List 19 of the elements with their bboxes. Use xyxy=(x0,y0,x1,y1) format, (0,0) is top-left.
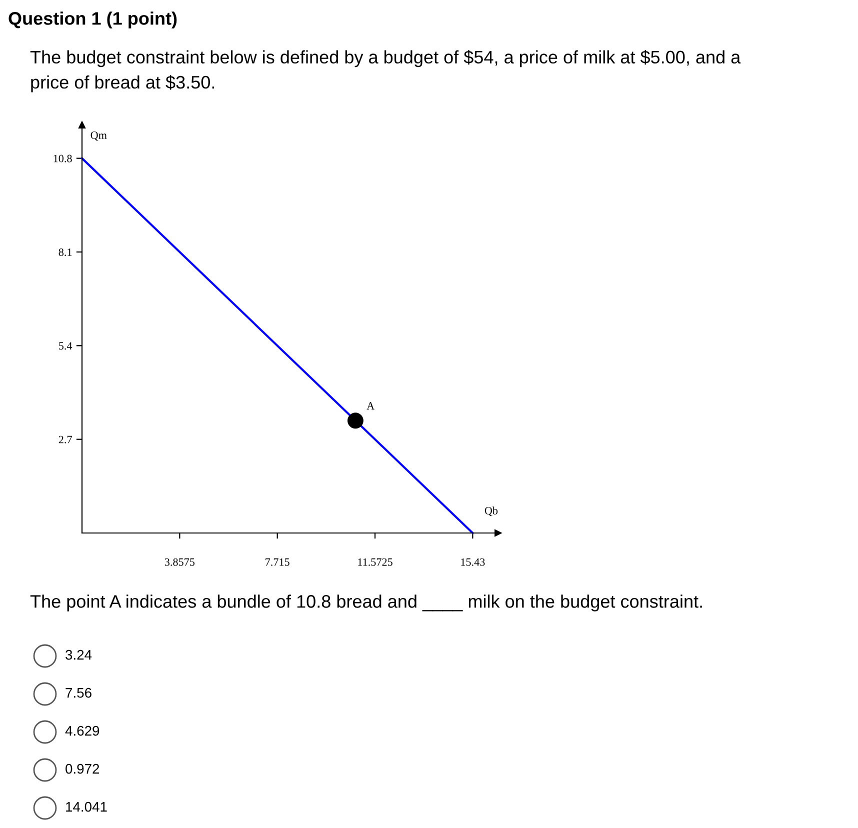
x-axis-title: Qb xyxy=(484,506,498,516)
y-tick-label: 8.1 xyxy=(58,248,72,256)
x-tick-label: 7.715 xyxy=(266,558,290,566)
text: 14.041 xyxy=(66,802,107,812)
text: The point A indicates a bundle of 10.8 bread and ____ milk on the budget constraint. xyxy=(30,594,702,612)
text: 4.629 xyxy=(65,726,100,736)
y-tick-label: 5.4 xyxy=(59,342,72,350)
x-tick-label: 11.5725 xyxy=(358,558,392,566)
y-tick-label: 10.8 xyxy=(54,154,72,162)
x-tick-label: 3.8575 xyxy=(164,558,195,566)
y-tick-label: 2.7 xyxy=(58,436,72,444)
chart-subtitle: The budget constraint below is defined by a budget of $54, a price of milk at $5.00, and a price of bread at $3.50. xyxy=(30,50,741,92)
text: 3.24 xyxy=(66,650,92,660)
y-axis-title: Qm xyxy=(90,131,107,141)
x-tick-label: 15.43 xyxy=(461,558,485,566)
annotation: A xyxy=(366,402,375,410)
text: 7.56 xyxy=(66,688,92,698)
text: 0.972 xyxy=(66,764,100,774)
chart-title: Question 1 (1 point) xyxy=(8,12,177,28)
